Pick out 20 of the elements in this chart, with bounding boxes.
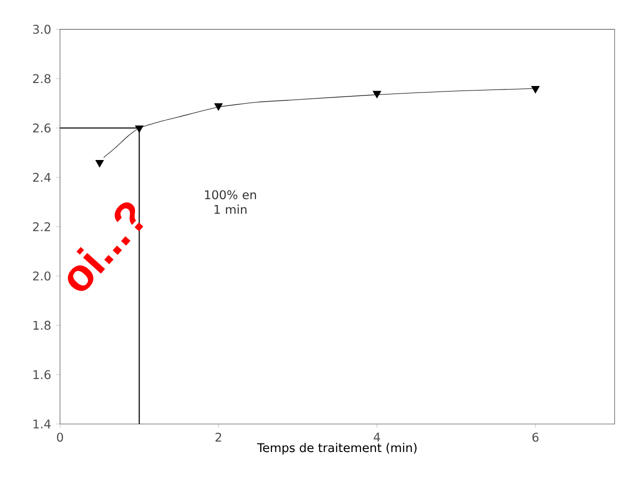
- y-tick-label: 2.6: [33, 123, 51, 133]
- x-axis-title: Temps de traitement (min): [257, 442, 417, 455]
- y-tick-label: 1.4: [34, 420, 51, 428]
- y-tick-label: 2.8: [33, 74, 50, 84]
- y-tick-label: 3.0: [33, 24, 50, 34]
- y-tick-label: 2.0: [33, 271, 50, 281]
- point: [372, 90, 382, 98]
- x-tick-label: 6: [532, 432, 538, 442]
- y-tick-label: 2.4: [33, 172, 51, 182]
- y-tick-label: 1.6: [34, 370, 51, 380]
- x-tick-label: 2: [216, 432, 222, 442]
- y-tick-label: 2.2: [33, 222, 50, 232]
- point: [135, 125, 144, 133]
- y-tick-label: 1.8: [34, 320, 50, 330]
- point: [214, 103, 223, 111]
- x-tick-label: 4: [374, 432, 380, 442]
- annotation: 100% en 1 min: [205, 190, 256, 214]
- point: [95, 160, 104, 168]
- point: [531, 86, 540, 94]
- x-tick-label: 0: [56, 432, 64, 442]
